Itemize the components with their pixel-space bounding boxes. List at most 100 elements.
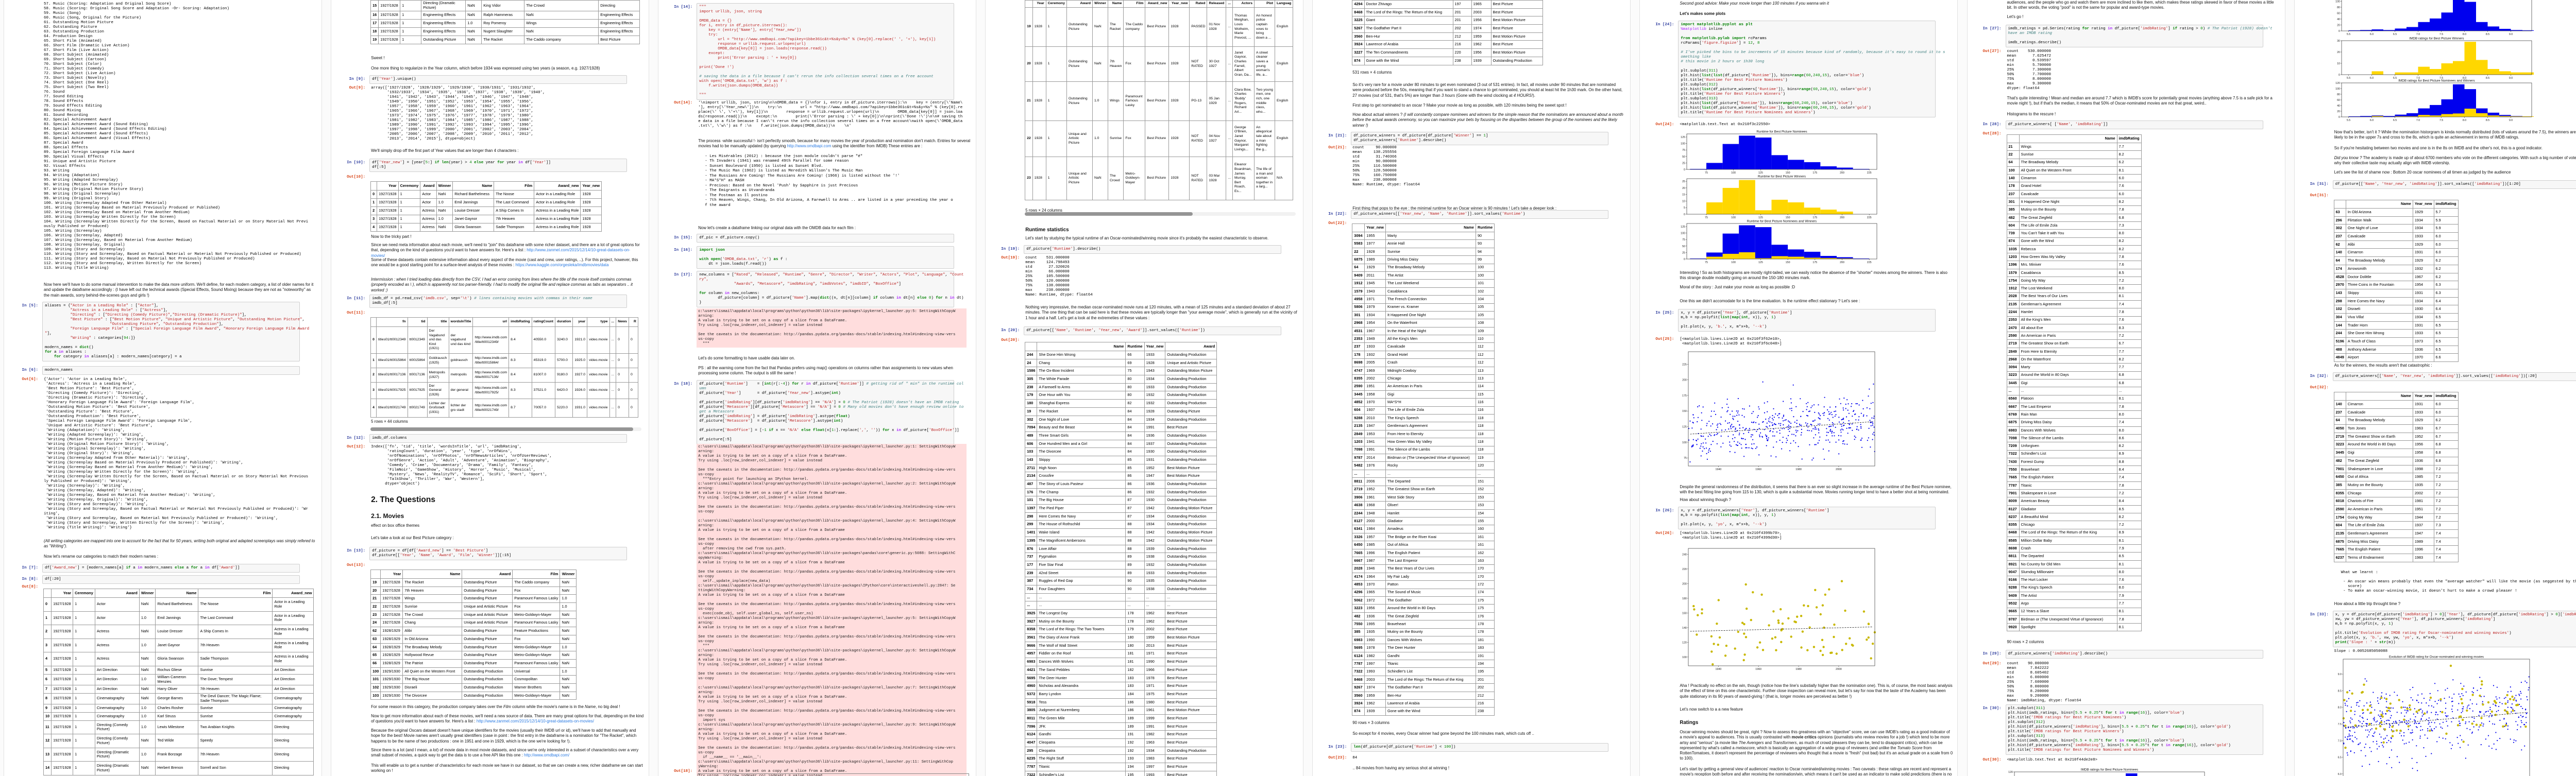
svg-text:8.5: 8.5: [2337, 689, 2341, 693]
svg-text:5.5: 5.5: [2346, 77, 2350, 80]
svg-text:0: 0: [1684, 168, 1685, 171]
svg-text:100: 100: [1683, 656, 1687, 659]
svg-text:140: 140: [1683, 627, 1687, 630]
svg-text:8.5: 8.5: [2485, 33, 2489, 36]
svg-text:8.5: 8.5: [2485, 119, 2489, 122]
svg-text:1960: 1960: [1756, 668, 1762, 671]
svg-text:200: 200: [1840, 216, 1844, 219]
svg-text:25: 25: [1682, 180, 1685, 183]
svg-text:9.0: 9.0: [2509, 119, 2512, 122]
svg-text:1940: 1940: [1716, 668, 1722, 671]
svg-text:100: 100: [1681, 143, 1686, 146]
svg-text:220: 220: [1683, 568, 1687, 571]
svg-text:120: 120: [2335, 82, 2340, 85]
svg-text:6.0: 6.0: [2369, 119, 2373, 122]
svg-text:7.0: 7.0: [2416, 77, 2419, 80]
svg-text:7.0: 7.0: [2416, 33, 2419, 36]
svg-text:9.0: 9.0: [2509, 33, 2512, 36]
svg-text:175: 175: [1813, 261, 1818, 264]
svg-text:6.5: 6.5: [2337, 756, 2341, 760]
svg-text:9.0: 9.0: [2509, 77, 2512, 80]
svg-text:20: 20: [2337, 24, 2340, 27]
svg-text:6.0: 6.0: [2369, 33, 2373, 36]
svg-text:8.0: 8.0: [2462, 77, 2466, 80]
svg-text:125: 125: [1758, 171, 1763, 175]
svg-text:175: 175: [1683, 394, 1687, 398]
svg-text:1940: 1940: [1716, 468, 1722, 471]
svg-text:100: 100: [2335, 88, 2340, 91]
svg-text:10: 10: [1682, 200, 1685, 203]
svg-text:IMDB ratings for Best Picture: IMDB ratings for Best Picture Winners: [2409, 37, 2464, 41]
svg-text:6.0: 6.0: [2337, 773, 2341, 776]
svg-text:240: 240: [1683, 553, 1687, 556]
svg-text:160: 160: [1683, 612, 1687, 615]
svg-text:200: 200: [1840, 261, 1844, 264]
svg-text:8.0: 8.0: [2462, 119, 2466, 122]
svg-text:60: 60: [2337, 12, 2340, 15]
svg-text:7.5: 7.5: [2439, 33, 2443, 36]
svg-text:25: 25: [1682, 251, 1685, 254]
svg-text:120: 120: [2008, 771, 2013, 774]
svg-text:100: 100: [1681, 232, 1686, 235]
svg-text:Evolution of IMDB rating for O: Evolution of IMDB rating for Oscar-nomin…: [2389, 656, 2484, 659]
svg-text:20: 20: [1682, 187, 1685, 190]
svg-text:200: 200: [1840, 171, 1844, 175]
svg-text:150: 150: [1786, 171, 1790, 175]
svg-text:25: 25: [1682, 162, 1685, 165]
svg-text:7.5: 7.5: [2439, 119, 2443, 122]
svg-text:6.5: 6.5: [2393, 119, 2396, 122]
svg-text:225: 225: [1867, 171, 1872, 175]
svg-text:0: 0: [1684, 213, 1685, 216]
svg-text:2000: 2000: [1836, 668, 1842, 671]
svg-text:75: 75: [1684, 457, 1687, 460]
svg-text:2000: 2000: [1836, 468, 1842, 471]
svg-text:200: 200: [1683, 582, 1687, 585]
svg-text:8.0: 8.0: [2462, 33, 2466, 36]
svg-text:7.0: 7.0: [2337, 739, 2341, 743]
svg-text:6.5: 6.5: [2393, 33, 2396, 36]
svg-text:225: 225: [1683, 363, 1687, 366]
svg-text:Runtime for Best Picture Nomin: Runtime for Best Picture Nominees: [1757, 130, 1807, 134]
svg-text:IMDB ratings for Best Picture: IMDB ratings for Best Picture Nominees a…: [2398, 79, 2475, 83]
svg-text:5.5: 5.5: [2346, 119, 2350, 122]
svg-text:175: 175: [1813, 216, 1818, 219]
svg-text:0: 0: [2338, 74, 2340, 77]
svg-text:IMDB ratings for Best Picture: IMDB ratings for Best Picture Nominees: [2080, 768, 2138, 772]
svg-text:1980: 1980: [1796, 468, 1802, 471]
svg-text:8.0: 8.0: [2337, 706, 2341, 710]
svg-text:75: 75: [1705, 171, 1708, 175]
svg-text:75: 75: [1705, 216, 1708, 219]
svg-text:Runtime for Best Picture Nomin: Runtime for Best Picture Nominees and Wi…: [1747, 220, 1817, 223]
svg-text:225: 225: [1867, 216, 1872, 219]
svg-text:7.5: 7.5: [2337, 723, 2341, 726]
svg-text:75: 75: [1682, 238, 1685, 242]
svg-text:20: 20: [2337, 51, 2340, 54]
svg-text:Runtime for Best Picture Winne: Runtime for Best Picture Winners: [1758, 175, 1806, 179]
svg-text:125: 125: [1758, 261, 1763, 264]
svg-text:60: 60: [2337, 99, 2340, 102]
svg-text:6.0: 6.0: [2369, 77, 2373, 80]
svg-text:8.5: 8.5: [2485, 77, 2489, 80]
svg-text:100: 100: [1683, 441, 1687, 444]
svg-text:1980: 1980: [1796, 668, 1802, 671]
svg-text:150: 150: [1683, 410, 1687, 413]
svg-text:80: 80: [2337, 6, 2340, 9]
svg-text:120: 120: [1683, 641, 1687, 644]
svg-text:100: 100: [1732, 261, 1736, 264]
svg-text:0: 0: [1684, 258, 1685, 261]
svg-text:9.0: 9.0: [2337, 673, 2341, 676]
svg-text:5.5: 5.5: [2346, 33, 2350, 36]
svg-text:125: 125: [1683, 426, 1687, 429]
svg-text:80: 80: [2337, 93, 2340, 96]
svg-text:15: 15: [1682, 194, 1685, 197]
svg-text:40: 40: [2337, 105, 2340, 108]
svg-text:125: 125: [1681, 226, 1686, 229]
svg-text:200: 200: [1683, 379, 1687, 382]
svg-text:150: 150: [1786, 216, 1790, 219]
svg-text:1960: 1960: [1756, 468, 1762, 471]
svg-text:100: 100: [1732, 171, 1736, 175]
svg-text:40: 40: [2337, 18, 2340, 21]
svg-text:10: 10: [2337, 62, 2340, 65]
svg-text:125: 125: [1681, 136, 1686, 139]
svg-text:7.5: 7.5: [2439, 77, 2443, 80]
